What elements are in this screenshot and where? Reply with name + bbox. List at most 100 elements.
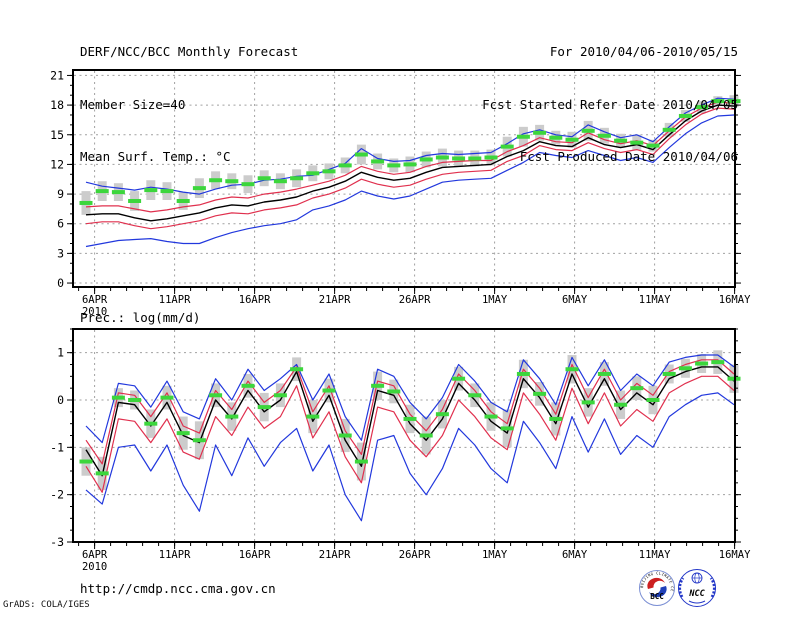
temp-member-min-line <box>85 114 735 248</box>
obs-dash <box>387 163 401 168</box>
x-tick-label: 6MAY <box>562 549 588 561</box>
grads-credit: GrADS: COLA/IGES <box>3 600 90 610</box>
obs-dash <box>500 144 514 149</box>
y-tick-label: 0 <box>57 276 64 290</box>
obs-dash <box>128 198 142 203</box>
obs-dash <box>549 416 563 421</box>
obs-dash <box>435 412 449 417</box>
obs-dash <box>484 414 498 419</box>
temp-observation-dashes <box>79 99 741 205</box>
obs-dash <box>614 402 628 407</box>
x-tick-label: 16APR <box>239 549 271 561</box>
prec-grid <box>74 330 734 541</box>
obs-dash <box>419 157 433 162</box>
bcc-logo-label: BCC <box>650 592 664 601</box>
x-tick-label: 11MAY <box>639 549 671 561</box>
obs-dash <box>695 361 709 366</box>
obs-dash <box>306 414 320 419</box>
y-tick-label: -2 <box>50 488 64 502</box>
obs-dash <box>468 156 482 161</box>
x-tick-label: 6APR <box>82 294 108 306</box>
obs-dash <box>144 421 158 426</box>
obs-dash <box>209 178 223 183</box>
temp-ensemble-mean-line <box>85 104 735 222</box>
member-size-label: Member Size=40 <box>80 96 186 112</box>
obs-dash <box>597 371 611 376</box>
ncc-outer-circle <box>678 569 716 607</box>
x-tick-label: 21APR <box>319 549 351 561</box>
obs-dash <box>662 371 676 376</box>
obs-dash <box>111 395 125 400</box>
ncc-banner <box>688 600 706 604</box>
obs-dash <box>387 389 401 394</box>
prec-frame <box>72 328 736 543</box>
obs-dash <box>581 128 595 133</box>
obs-dash <box>646 398 660 402</box>
bcc-logo-ring <box>639 570 675 606</box>
prec-ticks <box>67 328 741 549</box>
obs-dash <box>192 438 206 443</box>
y-tick-label: 1 <box>57 346 64 360</box>
x-tick-label: 1MAY <box>482 294 508 306</box>
obs-dash <box>403 416 417 421</box>
obs-dash <box>452 376 466 381</box>
obs-dash <box>95 189 109 194</box>
obs-dash <box>354 459 368 464</box>
obs-dash <box>322 169 336 174</box>
obs-dash <box>354 152 368 157</box>
obs-dash <box>257 405 271 410</box>
obs-dash <box>516 371 530 376</box>
ncc-logo-label: NCC <box>688 589 705 599</box>
obs-dash <box>176 198 190 203</box>
obs-dash <box>176 431 190 436</box>
obs-dash <box>338 163 352 168</box>
obs-dash <box>711 360 725 365</box>
obs-dash <box>500 426 514 431</box>
y-tick-label: 3 <box>57 246 64 260</box>
y-tick-label: 18 <box>50 98 64 112</box>
x-tick-label: 11APR <box>159 549 191 561</box>
x-tick-label: 16APR <box>239 294 271 306</box>
obs-dash <box>290 176 304 181</box>
bcc-swirl-blue <box>649 586 667 598</box>
temp-ticks <box>67 74 741 294</box>
obs-dash <box>192 186 206 191</box>
x-tick-label: 26APR <box>399 549 431 561</box>
x-tick-label: 26APR <box>399 294 431 306</box>
y-tick-label: -1 <box>50 440 64 454</box>
obs-dash <box>241 383 255 388</box>
x-tick-label: 6APR <box>82 549 108 561</box>
obs-dash <box>111 190 125 195</box>
prec-observation-dashes <box>79 360 741 476</box>
obs-dash <box>273 393 287 398</box>
temp-member-max-line <box>85 97 735 195</box>
obs-dash <box>79 459 93 464</box>
ncc-wreath-left <box>678 577 685 598</box>
obs-dash <box>597 133 611 138</box>
source-url: http://cmdp.ncc.cma.gov.cn <box>80 581 276 596</box>
obs-dash <box>273 179 287 184</box>
obs-dash <box>468 393 482 398</box>
obs-dash <box>225 179 239 184</box>
obs-dash <box>516 134 530 139</box>
y-tick-label: 9 <box>57 187 64 201</box>
ncc-logo: NCC <box>678 569 716 607</box>
y-tick-label: 6 <box>57 217 64 231</box>
obs-dash <box>338 433 352 438</box>
obs-dash <box>128 398 142 402</box>
forecast-range-label: For 2010/04/06-2010/05/15 <box>549 44 738 59</box>
bcc-swirl-red <box>647 577 665 589</box>
temp-chart-title: Mean Surf. Temp.: °C <box>80 149 231 164</box>
obs-dash <box>322 388 336 393</box>
temp-frame <box>72 69 736 288</box>
x-tick-label: 11APR <box>159 294 191 306</box>
x-tick-label: 1MAY <box>482 549 508 561</box>
obs-dash <box>209 393 223 398</box>
fcst-produced-label: Fcst Produced Date 2010/04/06 <box>519 149 738 164</box>
obs-dash <box>646 143 660 148</box>
obs-dash <box>581 400 595 405</box>
obs-dash <box>565 137 579 142</box>
obs-dash <box>95 471 109 476</box>
